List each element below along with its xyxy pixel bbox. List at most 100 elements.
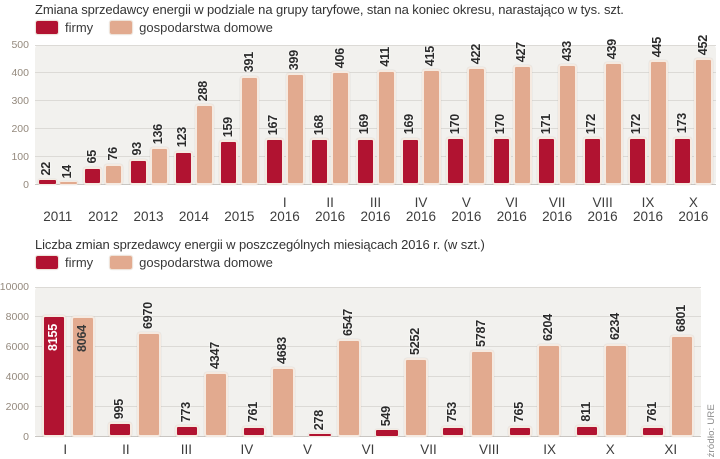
gridline (35, 45, 716, 46)
x-axis-label: IV (240, 442, 254, 457)
x-axis-label: IV 2016 (398, 191, 443, 224)
bar-gospodarstwa-7 (331, 71, 351, 185)
x-axis-label-line: VIII (592, 195, 613, 210)
gridline (35, 128, 716, 129)
value-label: 4347 (208, 341, 222, 369)
bar-firmy-5 (219, 140, 239, 185)
value-label: 8064 (74, 325, 89, 353)
x-axis-label: VI (361, 442, 375, 457)
value-label: 422 (468, 43, 483, 64)
value-label: 445 (650, 37, 665, 58)
legend-label-gospodarstwa: gospodarstwa domowe (139, 255, 273, 270)
bar-gospodarstwa-15 (694, 58, 714, 185)
value-label: 172 (584, 113, 598, 134)
x-axis-label: V (302, 442, 312, 457)
x-axis-label: VI 2016 (489, 191, 534, 224)
x-axis-label: II (122, 442, 130, 457)
value-label: 171 (538, 113, 553, 135)
bar-firmy-10 (641, 425, 666, 437)
y-axis-tick: 6000 (5, 341, 29, 353)
bar-gospodarstwa-10 (670, 335, 695, 437)
gridline (35, 287, 701, 288)
x-axis-label: I 2016 (262, 191, 307, 224)
x-axis-label: 2015 (217, 191, 262, 224)
x-axis-label: IX 2016 (625, 191, 670, 224)
x-axis-label-line: 2012 (88, 209, 119, 224)
legend-item-firmy: firmy (35, 255, 93, 270)
bar-firmy-9 (400, 137, 420, 185)
value-label: 765 (512, 402, 526, 423)
value-label: 406 (332, 48, 347, 69)
bar-firmy-10 (446, 137, 466, 185)
bar-firmy-15 (673, 136, 693, 185)
bar-firmy-2 (83, 166, 103, 185)
bar-gospodarstwa-14 (648, 60, 668, 185)
value-label: 452 (695, 35, 710, 56)
value-label: 167 (266, 114, 281, 136)
value-label: 761 (645, 402, 660, 423)
bar-firmy-1 (41, 314, 66, 437)
bar-gospodarstwa-11 (512, 65, 532, 185)
bar-gospodarstwa-3 (149, 146, 169, 185)
bar-firmy-7 (310, 137, 330, 185)
x-axis-label-line: II (326, 195, 334, 210)
chart1-legend: firmy gospodarstwa domowe (35, 20, 273, 35)
value-label: 14 (60, 164, 75, 179)
value-label: 995 (112, 398, 127, 420)
x-axis-label: I (63, 442, 68, 457)
value-label: 170 (447, 114, 462, 135)
x-axis-label-line: VI (505, 195, 519, 210)
bar-gospodarstwa-6 (403, 358, 428, 437)
bar-gospodarstwa-6 (285, 73, 305, 185)
x-axis-label-line: V (461, 195, 471, 210)
bar-firmy-13 (582, 136, 602, 185)
gridline (35, 406, 701, 407)
value-label: 6970 (141, 302, 156, 330)
x-axis-label: III 2016 (353, 191, 398, 224)
bar-gospodarstwa-12 (558, 63, 578, 185)
x-axis-label-line: III (369, 195, 382, 210)
bar-firmy-4 (241, 425, 266, 437)
chart1-title: Zmiana sprzedawcy energii w podziale na … (35, 2, 624, 17)
value-label: 549 (378, 405, 393, 426)
x-axis-label: IX (543, 442, 557, 457)
value-label: 5787 (474, 320, 489, 348)
chart1-plot-area: 0 100 200 300 400 500 22 14 65 76 93 136 123 288 159 39… (11, 35, 716, 191)
x-axis-label-line: 2015 (224, 209, 255, 224)
value-label: 288 (196, 81, 211, 102)
bar-gospodarstwa-9 (421, 68, 441, 185)
gridline (35, 156, 716, 157)
x-axis-label: V 2016 (444, 191, 489, 224)
x-axis-label-line: 2016 (587, 209, 618, 224)
x-axis-label: 2011 (35, 191, 80, 224)
x-axis-label: II 2016 (307, 191, 352, 224)
x-axis-label-line: 2016 (405, 209, 436, 224)
firmy-swatch-icon (35, 255, 59, 270)
firmy-swatch-icon (35, 20, 59, 35)
y-axis-tick: 500 (11, 39, 29, 51)
value-label: 811 (578, 402, 593, 422)
bar-gospodarstwa-5 (337, 338, 362, 437)
value-label: 773 (179, 402, 193, 423)
value-label: 136 (151, 123, 165, 144)
y-axis-tick: 100 (11, 151, 29, 163)
legend-item-firmy: firmy (35, 20, 93, 35)
value-label: 169 (357, 114, 371, 135)
bar-firmy-1 (37, 178, 57, 185)
value-label: 172 (629, 113, 644, 134)
x-axis-label: X (605, 442, 615, 457)
value-label: 753 (445, 402, 460, 423)
gridline (35, 184, 716, 185)
y-axis-tick: 200 (11, 123, 29, 135)
x-axis-label-line: 2016 (315, 209, 346, 224)
value-label: 6547 (341, 308, 356, 336)
x-axis-label: VIII (478, 442, 500, 457)
bar-gospodarstwa-10 (467, 66, 487, 185)
y-axis-tick: 2000 (5, 401, 29, 413)
bar-gospodarstwa-9 (603, 343, 628, 437)
bar-gospodarstwa-2 (137, 332, 162, 437)
bar-gospodarstwa-4 (194, 104, 214, 185)
y-axis-tick: 300 (11, 95, 29, 107)
x-axis-label-line: 2013 (133, 209, 164, 224)
bar-gospodarstwa-8 (537, 343, 561, 437)
